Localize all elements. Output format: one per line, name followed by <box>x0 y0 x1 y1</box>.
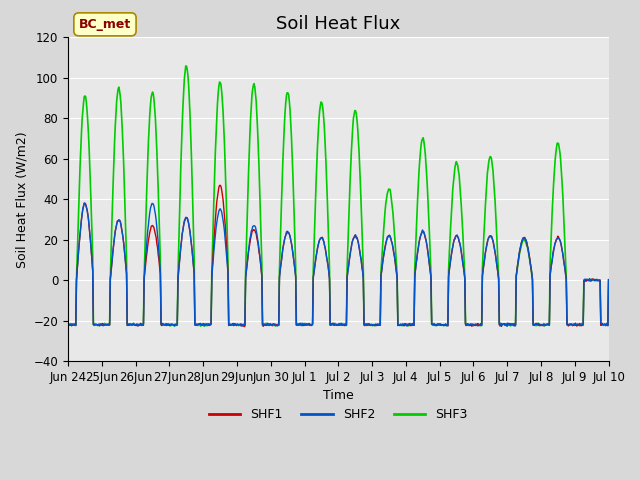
Y-axis label: Soil Heat Flux (W/m2): Soil Heat Flux (W/m2) <box>15 131 28 267</box>
SHF3 <box>605 277 612 283</box>
SHF2 <box>275 322 283 328</box>
SHF1 <box>241 324 248 330</box>
SHF1 <box>276 274 284 280</box>
SHF1 <box>396 323 403 328</box>
SHF3 <box>396 322 403 328</box>
SHF3 <box>228 321 236 327</box>
SHF1 <box>426 263 433 268</box>
SHF3 <box>127 322 135 328</box>
Text: BC_met: BC_met <box>79 18 131 31</box>
SHF2 <box>81 200 88 206</box>
SHF3 <box>255 164 263 170</box>
SHF3 <box>426 234 433 240</box>
SHF2 <box>425 257 433 263</box>
SHF3 <box>182 63 189 69</box>
SHF1 <box>127 322 135 328</box>
SHF2 <box>64 321 72 327</box>
SHF2 <box>255 240 262 246</box>
SHF2 <box>228 322 236 327</box>
SHF1 <box>605 277 612 283</box>
SHF1 <box>64 322 72 327</box>
SHF3 <box>200 323 208 329</box>
SHF1 <box>255 249 263 255</box>
SHF3 <box>276 267 284 273</box>
SHF2 <box>503 324 511 329</box>
Line: SHF2: SHF2 <box>68 203 609 326</box>
SHF1 <box>228 322 236 327</box>
Line: SHF3: SHF3 <box>68 66 609 326</box>
SHF1 <box>216 182 224 188</box>
SHF3 <box>64 322 72 327</box>
Legend: SHF1, SHF2, SHF3: SHF1, SHF2, SHF3 <box>204 403 472 426</box>
Line: SHF1: SHF1 <box>68 185 609 327</box>
Title: Soil Heat Flux: Soil Heat Flux <box>276 15 401 33</box>
SHF2 <box>128 322 136 328</box>
SHF2 <box>605 276 612 282</box>
SHF2 <box>395 322 403 328</box>
X-axis label: Time: Time <box>323 389 354 402</box>
